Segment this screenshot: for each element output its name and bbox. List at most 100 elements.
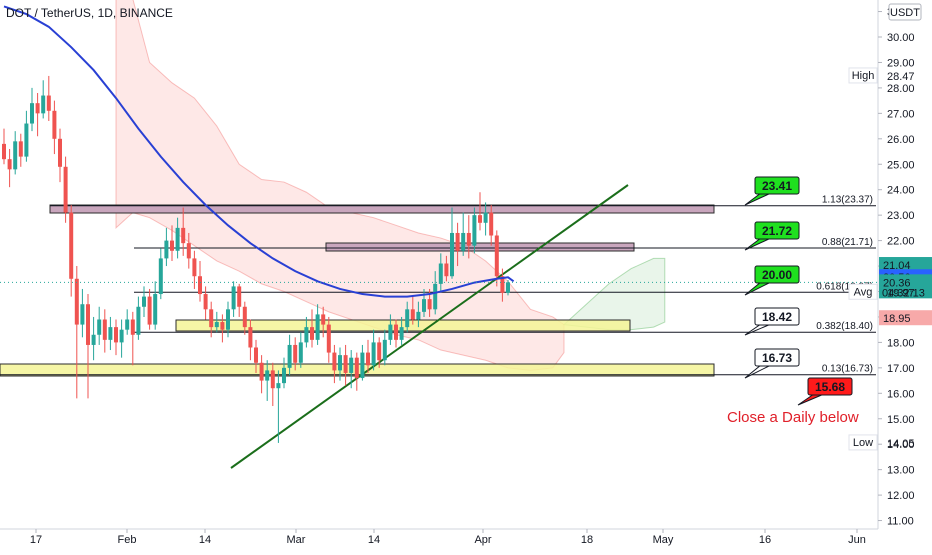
- price-tick-label: 29.00: [887, 57, 915, 69]
- price-tick-label: 25.00: [887, 159, 915, 171]
- candle: [192, 250, 197, 289]
- price-tags: High28.4721.0420.5620.3604:32:13Avg19.97…: [848, 67, 932, 451]
- candle-body: [2, 143, 6, 160]
- price-tag-countdown: 04:32:13: [882, 287, 925, 299]
- fib-label: 0.618(19.97): [816, 281, 873, 292]
- candle: [142, 286, 146, 317]
- price-tick-label: 11.00: [887, 516, 914, 528]
- price-tick-label: 23.00: [887, 210, 915, 222]
- candle: [388, 314, 393, 345]
- candle: [422, 288, 426, 317]
- close-daily-annotation: Close a Daily below: [727, 409, 859, 426]
- moving-average-line: [3, 5, 515, 298]
- candle: [377, 337, 382, 368]
- candle-body: [394, 324, 398, 340]
- candle-body: [366, 352, 370, 366]
- callout-box[interactable]: [754, 221, 800, 240]
- candle: [265, 360, 270, 401]
- time-axis[interactable]: 17 Feb 14 Mar 14 Apr 18 May 16 Jun: [30, 529, 866, 546]
- price-callouts[interactable]: 23.41 21.72 20.00 18.42 16.73 15.68: [744, 176, 853, 406]
- candle: [315, 304, 320, 345]
- price-tag-label-box: [848, 434, 878, 451]
- candle-body: [265, 370, 270, 381]
- candle-body: [7, 159, 12, 170]
- candle: [338, 347, 342, 381]
- callout-box[interactable]: [754, 307, 800, 326]
- candle-body: [455, 232, 460, 251]
- price-tag-label: Avg: [854, 286, 873, 298]
- price-tag-value: 14.05: [887, 438, 915, 450]
- resistance-zone-upper: [49, 204, 715, 214]
- candle-body: [338, 355, 342, 371]
- candle-body: [130, 319, 135, 335]
- price-callout[interactable]: 15.68: [797, 377, 853, 406]
- price-tick-label: 12.00: [887, 490, 915, 502]
- candle: [371, 329, 376, 371]
- time-tick-label: Apr: [474, 534, 491, 546]
- candle: [18, 133, 23, 167]
- candle: [102, 309, 107, 353]
- candle: [186, 232, 191, 269]
- callout-label: 21.72: [762, 224, 792, 238]
- callout-box[interactable]: [807, 377, 853, 396]
- callout-box[interactable]: [754, 348, 800, 367]
- candle-body: [371, 342, 376, 366]
- candle-body: [270, 370, 275, 389]
- candle: [136, 296, 141, 340]
- candle: [46, 75, 51, 121]
- candle: [461, 212, 466, 256]
- candle: [237, 283, 242, 317]
- candle: [354, 352, 359, 391]
- candle: [119, 319, 124, 358]
- price-tag-value: 18.95: [883, 313, 911, 325]
- price-tick-label: 16.00: [887, 388, 915, 400]
- candle: [164, 227, 169, 267]
- currency-button-label[interactable]: USDT: [890, 7, 920, 19]
- price-callout[interactable]: 23.41: [744, 176, 800, 206]
- candle: [276, 370, 281, 443]
- price-callout[interactable]: 18.42: [744, 307, 800, 336]
- candle: [108, 316, 113, 351]
- candle: [478, 192, 482, 231]
- price-tag: 21.04: [879, 257, 932, 273]
- price-tag: High 28.47: [848, 67, 915, 84]
- candle-body: [410, 309, 415, 320]
- time-tick-label: 14: [199, 534, 211, 546]
- resistance-zone-middle: [325, 242, 635, 252]
- candle-body: [74, 278, 79, 325]
- candle: [63, 156, 68, 223]
- candle: [2, 128, 6, 165]
- candle: [7, 148, 12, 188]
- currency-button[interactable]: USDT: [888, 3, 922, 21]
- candle-body: [450, 232, 454, 277]
- candle: [130, 311, 135, 366]
- candle-body: [343, 355, 348, 373]
- candle-body: [119, 329, 124, 343]
- candle-body: [360, 352, 365, 379]
- callout-box[interactable]: [754, 265, 800, 284]
- price-callout[interactable]: 20.00: [744, 265, 800, 296]
- candle-body: [35, 103, 40, 114]
- candle: [500, 268, 505, 302]
- trendline[interactable]: [230, 184, 629, 469]
- candle: [321, 306, 326, 338]
- candle-body: [102, 319, 107, 340]
- time-tick-label: 18: [581, 534, 593, 546]
- candle-body: [382, 339, 387, 361]
- price-callout[interactable]: 21.72: [744, 221, 800, 251]
- price-callout[interactable]: 16.73: [744, 348, 800, 379]
- candle: [242, 301, 247, 335]
- candle: [494, 230, 499, 287]
- candle-body: [198, 276, 202, 295]
- candle-body: [377, 342, 382, 361]
- candle-body: [489, 212, 494, 236]
- candle-body: [18, 141, 23, 157]
- candle: [13, 131, 18, 175]
- candle-body: [461, 232, 466, 251]
- ascending-trendline[interactable]: [230, 184, 629, 469]
- candle: [438, 253, 443, 292]
- currency-button-frame[interactable]: [888, 3, 922, 21]
- price-tick-label: 15.00: [887, 414, 915, 426]
- callout-box[interactable]: [754, 176, 800, 195]
